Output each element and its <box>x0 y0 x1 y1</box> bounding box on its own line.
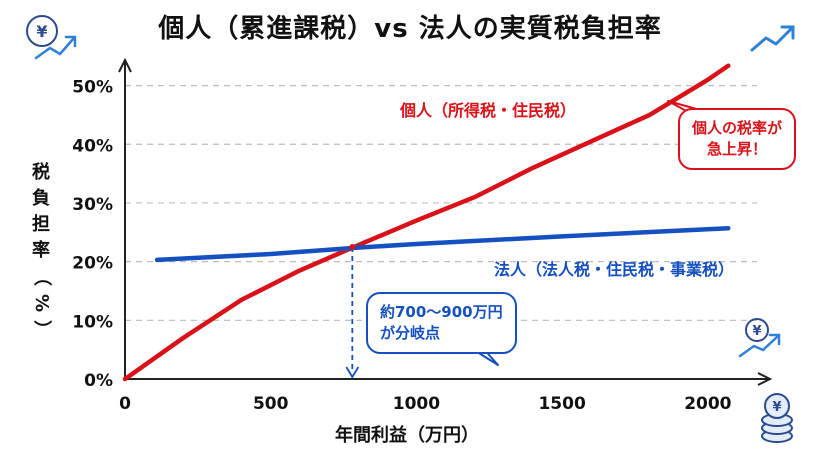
y-axis-label-char: 率 <box>32 240 50 261</box>
series-lines <box>122 63 731 382</box>
y-axis-label-text: 税負担率 （% ） <box>28 160 54 342</box>
x-tick-label-3: 1500 <box>538 394 585 414</box>
tick-labels: 0% 10% 20% 30% 40% 50% 0 500 1000 1500 2000 <box>72 78 731 414</box>
individual-callout-line-1: 個人の税率が <box>692 119 783 137</box>
x-tick-label-4: 2000 <box>684 394 731 414</box>
y-tick-label-1: 10% <box>72 312 113 332</box>
trend-line-3 <box>738 334 780 358</box>
trend-line-1 <box>34 36 76 60</box>
crossover-arrow <box>345 366 360 379</box>
legend-corporate: 法人（法人税・住民税・事業税） <box>494 260 735 279</box>
yen-growth-icon <box>745 318 769 342</box>
yen-symbol-3: ¥ <box>772 400 781 415</box>
crossover-marker <box>345 246 360 379</box>
crossover-callout-line-2: が分岐点 <box>380 324 441 342</box>
y-tick-label-5: 50% <box>72 78 113 98</box>
y-axis-label-char: % <box>31 293 52 313</box>
x-tick-label-0: 0 <box>119 394 131 414</box>
axes <box>118 57 773 386</box>
x-tick-label-2: 1000 <box>393 394 440 414</box>
trend-arrowhead-2 <box>780 25 795 40</box>
legend-individual: 個人（所得税・住民税） <box>400 101 577 120</box>
y-axis-arrow <box>118 57 132 73</box>
decorations: ¥ ¥ ¥ <box>26 15 795 443</box>
yen-symbol-2: ¥ <box>752 324 761 339</box>
trend-arrow-icon <box>750 26 794 52</box>
trend-arrowhead-1 <box>64 35 77 48</box>
y-tick-label-0: 0% <box>84 371 113 391</box>
x-tick-label-1: 500 <box>253 394 289 414</box>
trend-arrowhead-3 <box>768 333 781 346</box>
individual-rate-callout: 個人の税率が 急上昇！ <box>678 108 797 170</box>
y-axis-label-char: 負 <box>32 188 50 209</box>
y-axis-label: 税負担率 （% ） <box>28 160 54 342</box>
individual-callout-line-2: 急上昇！ <box>707 140 768 158</box>
crossover-point <box>349 243 356 250</box>
y-tick-label-2: 20% <box>72 254 113 274</box>
individual-rate-line <box>122 63 731 382</box>
y-tick-label-3: 30% <box>72 195 113 215</box>
y-axis-label-char: ） <box>31 320 52 338</box>
x-axis-arrow <box>757 372 773 386</box>
y-axis-label-char: （ <box>31 268 52 286</box>
coin-stack-icon <box>764 393 790 419</box>
crossover-callout-line-1: 約700～900万円 <box>380 303 503 321</box>
y-axis-label-char: 税 <box>32 162 50 183</box>
y-tick-label-4: 40% <box>72 136 113 156</box>
corporate-rate-line <box>154 225 731 263</box>
yen-symbol-1: ¥ <box>36 22 47 41</box>
y-axis-label-char: 担 <box>32 214 50 235</box>
x-axis-label: 年間利益（万円） <box>335 425 479 446</box>
yen-trend-icon <box>26 15 58 47</box>
crossover-callout: 約700～900万円 が分岐点 <box>366 292 517 354</box>
chart-title: 個人（累進課税）vs 法人の実質税負担率 <box>158 14 662 44</box>
